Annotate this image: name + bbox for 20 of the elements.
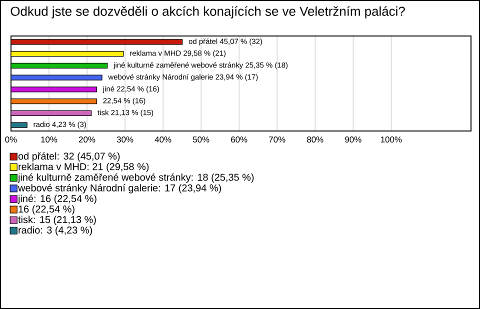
x-tick-label: 20% bbox=[78, 136, 96, 143]
legend-label: 16 (22,54 %) bbox=[18, 205, 74, 215]
x-tick-label: 70% bbox=[269, 136, 286, 143]
legend-label: tisk: 15 (21,13 %) bbox=[18, 216, 96, 226]
chart-title: Odkud jste se dozvěděli o akcích konajících se ve Veletržním paláci? bbox=[10, 6, 405, 18]
legend-label: reklama v MHD: 21 (29,58 %) bbox=[18, 162, 149, 172]
x-tick-label: 30% bbox=[116, 136, 134, 143]
legend-label: webové stránky Národní galerie: 17 (23,94 %) bbox=[18, 184, 221, 194]
x-tick-label: 90% bbox=[345, 136, 362, 143]
x-tick-label: 100% bbox=[380, 136, 402, 143]
x-tick-label: 0% bbox=[5, 136, 17, 143]
x-tick-label: 80% bbox=[307, 136, 324, 143]
x-tick-label: 50% bbox=[192, 136, 210, 143]
legend-label: jiné kulturně zaměřené webové stránky: 18 (25,35 %) bbox=[18, 173, 254, 183]
x-tick-label: 40% bbox=[154, 136, 172, 143]
legend-label: od přátel: 32 (45,07 %) bbox=[18, 152, 120, 162]
legend-label: jiné: 16 (22,54 %) bbox=[18, 194, 96, 204]
x-tick-label: 60% bbox=[231, 136, 248, 143]
legend-label: radio: 3 (4,23 %) bbox=[18, 226, 92, 236]
x-tick-label: 10% bbox=[41, 136, 58, 143]
